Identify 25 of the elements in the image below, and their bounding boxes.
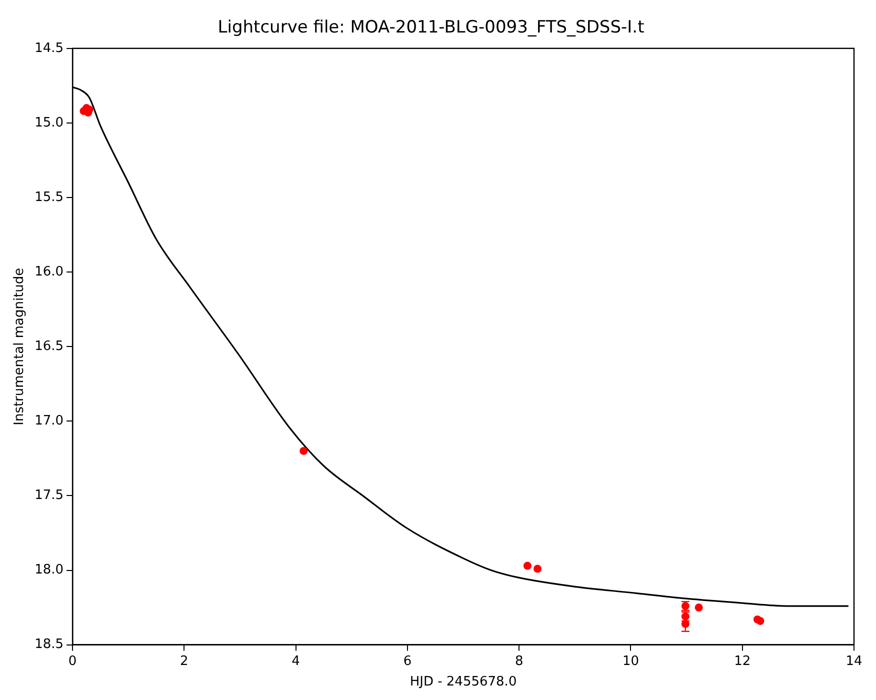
x-tick-label: 14 <box>846 654 862 669</box>
x-tick-label: 6 <box>403 654 412 669</box>
point <box>523 562 532 570</box>
x-tick-label: 8 <box>514 654 524 669</box>
x-tick-label: 10 <box>622 654 639 669</box>
y-tick-label: 15.0 <box>34 115 64 130</box>
point <box>694 604 703 612</box>
x-tick-label: 4 <box>292 654 300 669</box>
y-tick-label: 14.5 <box>34 40 64 56</box>
y-tick-label: 17.5 <box>34 488 64 504</box>
chart-title: Lightcurve file: MOA-2011-BLG-0093_FTS_SDSS-I.t <box>218 18 645 38</box>
y-tick-label: 17.0 <box>34 414 64 429</box>
x-tick-label: 0 <box>68 654 77 669</box>
point <box>300 446 308 455</box>
point <box>756 616 764 625</box>
y-axis-title: Instrumental magnitude <box>12 268 28 426</box>
y-tick-label: 16.0 <box>34 264 64 280</box>
y-tick-label: 15.5 <box>34 190 64 205</box>
x-tick-label: 12 <box>734 654 751 669</box>
x-tick-label: 2 <box>180 654 188 669</box>
x-axis-title: HJD - 2455678.0 <box>410 674 517 690</box>
y-tick-label: 16.5 <box>34 338 64 354</box>
y-tick-label: 18.0 <box>34 562 64 578</box>
point <box>534 564 542 573</box>
y-tick-label: 18.5 <box>34 637 64 652</box>
